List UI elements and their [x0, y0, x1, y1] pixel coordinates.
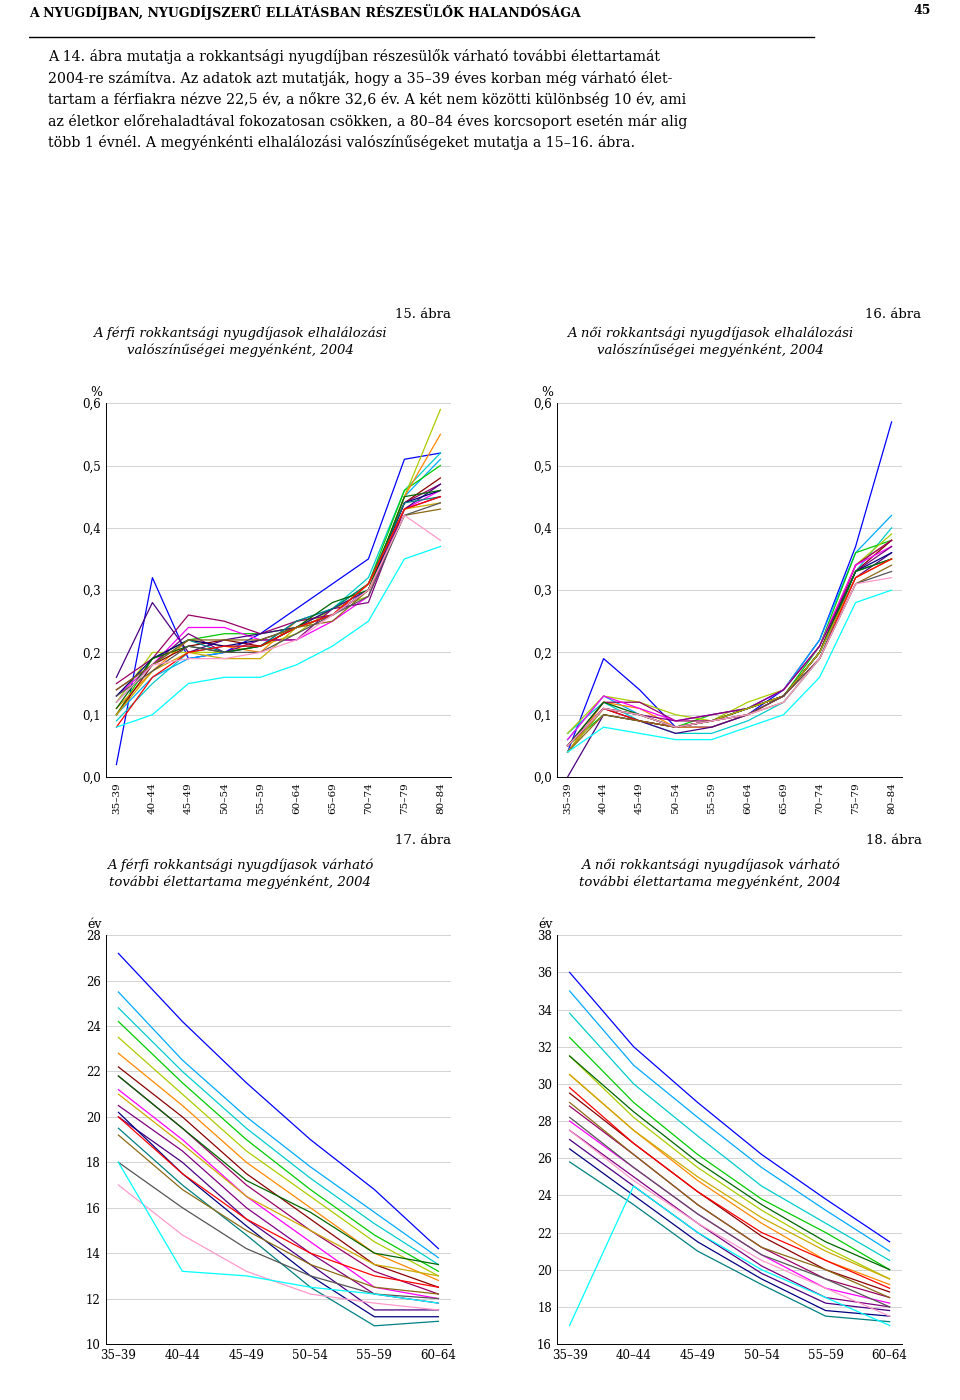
Text: 45: 45	[914, 4, 931, 17]
Text: év: év	[87, 918, 102, 931]
Text: A férfi rokkantsági nyugdíjasok elhalálozási
valószínűségei megyénként, 2004: A férfi rokkantsági nyugdíjasok elhalálo…	[93, 326, 387, 357]
Text: 18. ábra: 18. ábra	[866, 833, 922, 847]
Text: %: %	[541, 386, 553, 399]
Text: 15. ábra: 15. ábra	[396, 308, 451, 322]
Text: A férfi rokkantsági nyugdíjasok várható
további élettartama megyénként, 2004: A férfi rokkantsági nyugdíjasok várható …	[107, 858, 373, 889]
Text: 16. ábra: 16. ábra	[866, 308, 922, 322]
Text: %: %	[90, 386, 102, 399]
Text: A női rokkantsági nyugdíjasok várható
további élettartama megyénként, 2004: A női rokkantsági nyugdíjasok várható to…	[580, 858, 841, 889]
Text: A NYUGDÍJBAN, NYUGDÍJSZERŰ ELLÁTÁSBAN RÉSZESÜLŐK HALANDÓSÁGA: A NYUGDÍJBAN, NYUGDÍJSZERŰ ELLÁTÁSBAN RÉ…	[29, 4, 581, 20]
Text: A 14. ábra mutatja a rokkantsági nyugdíjban részesülők várható további élettarta: A 14. ábra mutatja a rokkantsági nyugdíj…	[48, 49, 687, 150]
Text: A női rokkantsági nyugdíjasok elhalálozási
valószínűségei megyénként, 2004: A női rokkantsági nyugdíjasok elhalálozá…	[567, 326, 853, 357]
Text: 17. ábra: 17. ábra	[396, 833, 451, 847]
Text: év: év	[539, 918, 553, 931]
